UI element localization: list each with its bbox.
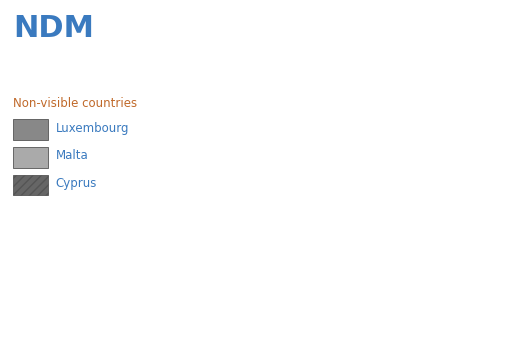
Text: Malta: Malta <box>56 149 88 162</box>
Text: Non-visible countries: Non-visible countries <box>13 97 138 110</box>
Text: Cyprus: Cyprus <box>56 177 97 190</box>
Text: NDM: NDM <box>13 14 94 43</box>
FancyBboxPatch shape <box>13 175 48 195</box>
FancyBboxPatch shape <box>13 119 48 140</box>
Text: Luxembourg: Luxembourg <box>56 121 129 135</box>
FancyBboxPatch shape <box>13 147 48 168</box>
